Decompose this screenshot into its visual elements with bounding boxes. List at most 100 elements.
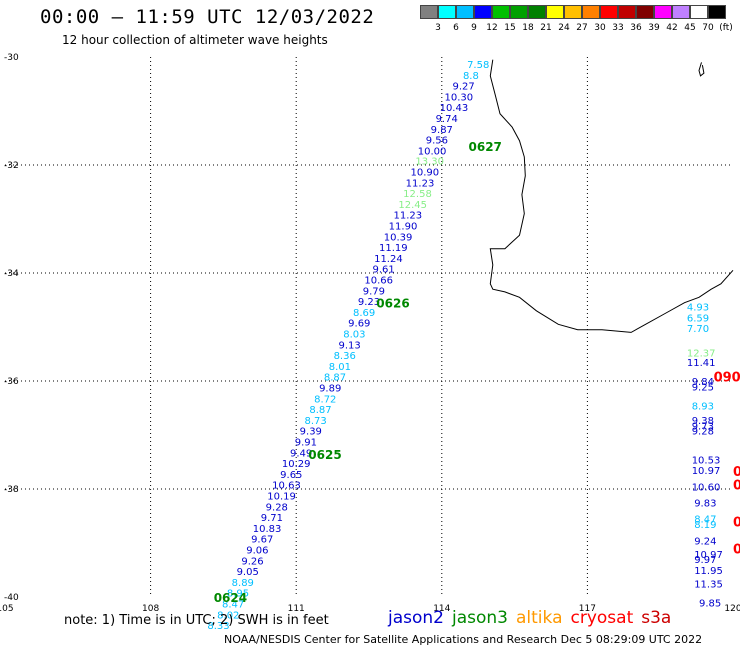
pass-label-partial: 090 <box>714 371 740 386</box>
wave-height-value: 10.00 <box>418 146 447 157</box>
wave-height-value: 6.59 <box>687 313 709 324</box>
wave-height-value: 9.67 <box>251 535 273 546</box>
wave-height-value: 8.73 <box>304 416 326 427</box>
wave-height-value: 10.19 <box>267 492 296 503</box>
wave-height-value: 8.47 <box>222 600 244 611</box>
color-scale-swatch <box>654 5 672 19</box>
wave-height-value: 10.53 <box>692 455 721 466</box>
wave-height-value: 9.87 <box>431 125 453 136</box>
wave-height-value: 11.23 <box>393 211 422 222</box>
color-scale-swatch <box>438 5 456 19</box>
wave-height-value: 4.93 <box>687 303 709 314</box>
wave-height-value: 11.19 <box>379 243 408 254</box>
wave-height-value: 12.37 <box>687 348 716 359</box>
pass-label: 0626 <box>376 297 409 311</box>
color-scale-swatch <box>564 5 582 19</box>
wave-height-value: 9.13 <box>338 340 360 351</box>
wave-height-value: 9.84 <box>692 377 714 388</box>
color-scale-label: 18 <box>522 23 534 33</box>
pass-label-partial: 0 <box>733 479 740 494</box>
satellite-legend-item: s3a <box>641 608 672 628</box>
wave-height-value: 9.97 <box>694 555 716 566</box>
wave-height-value: 10.30 <box>444 92 473 103</box>
satellite-legend: jason2 jason3 altika cryosat s3a <box>388 608 679 628</box>
wave-height-value: 8.02 <box>217 610 239 621</box>
color-scale-label: 24 <box>558 23 570 33</box>
color-scale-label: 42 <box>666 23 678 33</box>
wave-height-values: 7.588.89.2710.3010.439.749.879.5610.0013… <box>207 60 740 632</box>
wave-height-value: 10.97 <box>692 466 721 477</box>
map-title: 00:00 — 11:59 UTC 12/03/2022 <box>40 6 375 28</box>
wave-height-value: 9.56 <box>426 136 448 147</box>
pass-label: 0624 <box>214 591 247 605</box>
wave-height-value: 11.35 <box>694 580 723 591</box>
satellite-legend-item: jason3 <box>452 608 508 628</box>
color-scale-label: 3 <box>435 23 441 33</box>
color-scale-label: 6 <box>453 23 459 33</box>
wave-height-value: 8.69 <box>353 308 375 319</box>
wave-height-value: 10.63 <box>272 481 301 492</box>
wave-height-value: 9.74 <box>436 114 458 125</box>
satellite-legend-item: jason2 <box>388 608 444 628</box>
x-tick-label: 108 <box>142 604 159 614</box>
y-tick-label: -36 <box>4 377 19 387</box>
wave-height-value: 9.23 <box>358 297 380 308</box>
wave-height-value: 10.43 <box>440 103 469 114</box>
wave-height-value: 10.39 <box>384 232 413 243</box>
wave-height-value: 8.87 <box>324 373 346 384</box>
map-grid <box>5 57 733 597</box>
wave-height-value: 11.23 <box>406 178 435 189</box>
color-scale-label: 15 <box>504 23 516 33</box>
wave-height-value: 8.93 <box>692 401 714 412</box>
wave-height-value: 9.05 <box>237 567 259 578</box>
wave-height-value: 9.27 <box>452 82 474 93</box>
wave-height-value: 9.69 <box>348 319 370 330</box>
footer-note: note: 1) Time is in UTC; 2) SWH is in fe… <box>64 613 329 628</box>
wave-height-value: 11.41 <box>687 358 716 369</box>
color-scale-swatch <box>456 5 474 19</box>
y-tick-label: -40 <box>4 593 19 603</box>
wave-height-value: 8.03 <box>343 330 365 341</box>
color-scale-label: 39 <box>648 23 660 33</box>
wave-height-value: 12.58 <box>403 189 432 200</box>
x-tick-label: 114 <box>433 604 450 614</box>
color-scale-swatch <box>420 5 438 19</box>
color-scale-swatch <box>618 5 636 19</box>
wave-height-value: 9.24 <box>694 536 716 547</box>
wave-height-value: 8.89 <box>232 578 254 589</box>
wave-height-value: 9.26 <box>241 556 263 567</box>
color-scale-label: 9 <box>471 23 477 33</box>
color-scale-label: (ft) <box>719 23 733 33</box>
wave-height-value: 7.70 <box>687 324 709 335</box>
pass-label-partial: 0 <box>733 542 740 557</box>
wave-height-value: 9.28 <box>692 427 714 438</box>
wave-height-value: 9.79 <box>363 286 385 297</box>
color-scale-swatch <box>708 5 726 19</box>
wave-height-value: 7.58 <box>467 60 489 71</box>
wave-height-value: 9.85 <box>699 598 721 609</box>
island-coastline <box>698 62 705 77</box>
wave-height-value: 11.24 <box>374 254 403 265</box>
wave-height-value: 9.49 <box>290 448 312 459</box>
wave-height-value: 9.91 <box>295 438 317 449</box>
satellite-legend-item: altika <box>516 608 563 628</box>
pass-label-partial: 0 <box>733 465 740 480</box>
color-scale-swatch <box>636 5 654 19</box>
wave-height-value: 10.97 <box>694 550 723 561</box>
color-scale-label: 45 <box>684 23 696 33</box>
pass-label: 0627 <box>469 140 502 154</box>
wave-height-value: 12.45 <box>398 200 427 211</box>
wave-height-value: 8.33 <box>207 621 229 632</box>
color-scale-swatch <box>546 5 564 19</box>
satellite-legend-item: cryosat <box>570 608 634 628</box>
pass-label-partial: 0 <box>733 515 740 530</box>
wave-height-value: 8.47 <box>694 515 716 526</box>
pass-labels: 0627 0626 0625 0624 <box>214 140 502 605</box>
wave-height-value: 11.95 <box>694 566 723 577</box>
color-scale-swatch <box>690 5 708 19</box>
color-scale-label: 27 <box>576 23 588 33</box>
wave-height-value: 8.01 <box>329 362 351 373</box>
wave-height-value: 9.25 <box>692 382 714 393</box>
wave-height-value: 8.72 <box>314 394 336 405</box>
axis-labels: 105 108 111 114 117 120 -30 -32 -34 -36 -38 -40 <box>0 53 740 614</box>
